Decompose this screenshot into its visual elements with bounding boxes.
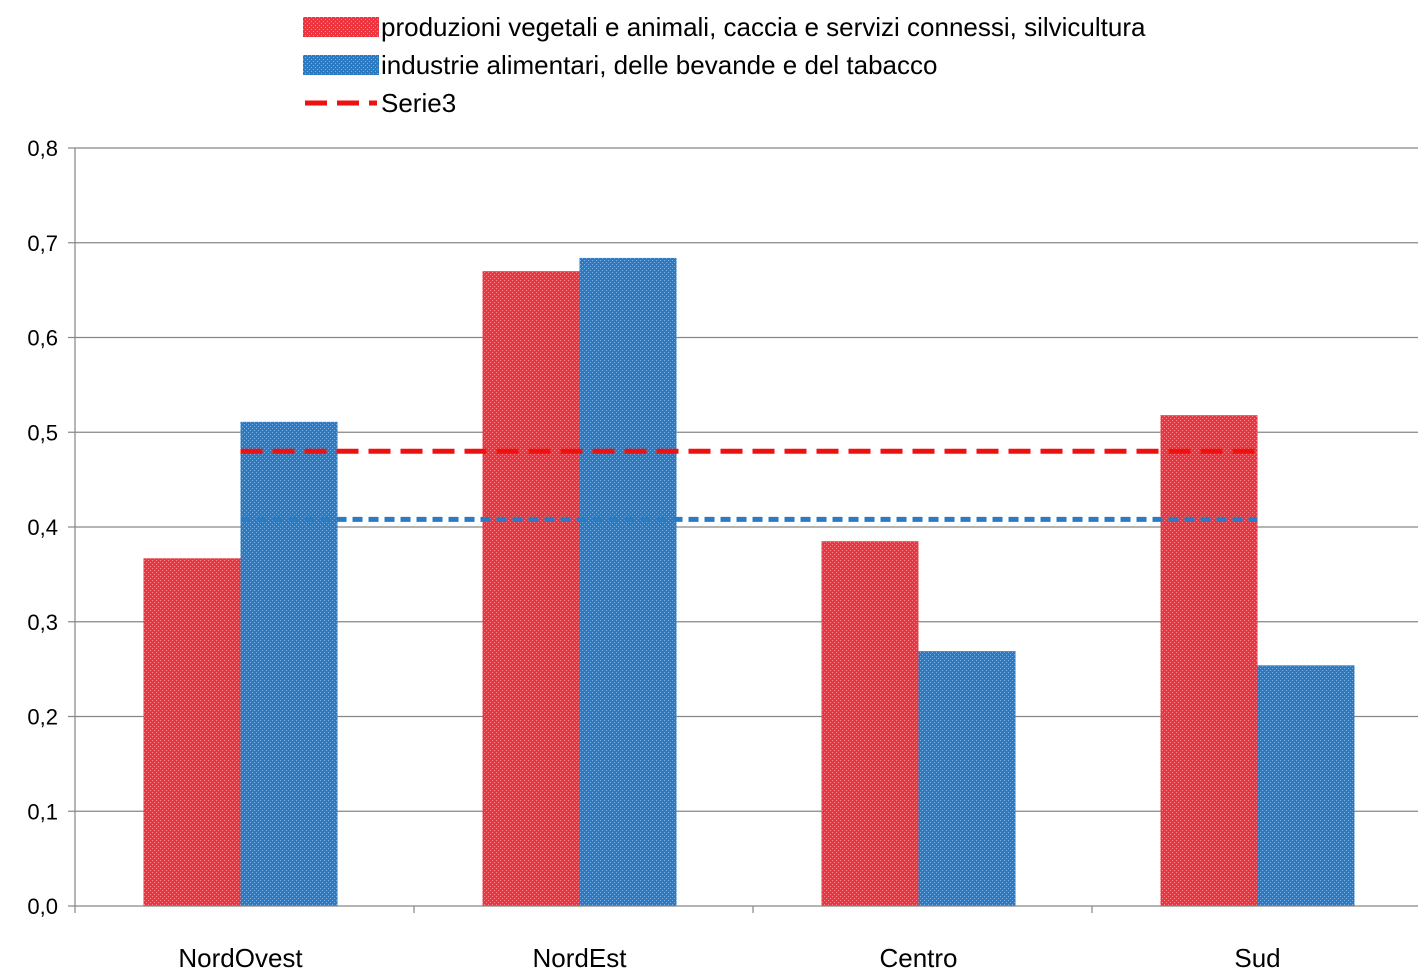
legend-swatch-series-2: [303, 55, 379, 75]
legend-item-series-2: industrie alimentari, delle bevande e de…: [303, 46, 1145, 84]
y-tick-label-5: 0,5: [27, 420, 58, 445]
x-tick-label-NordOvest: NordOvest: [178, 943, 303, 971]
legend-label-series-3: Serie3: [381, 87, 457, 118]
legend-item-series-3: Serie3: [303, 84, 1145, 122]
x-tick-label-NordEst: NordEst: [533, 943, 628, 971]
y-tick-label-7: 0,7: [27, 231, 58, 256]
bar-series2-Centro: [918, 651, 1016, 906]
y-tick-label-0: 0,0: [27, 894, 58, 919]
y-tick-label-4: 0,4: [27, 515, 58, 540]
y-tick-label-3: 0,3: [27, 610, 58, 635]
y-tick-label-8: 0,8: [27, 136, 58, 161]
x-tick-label-Sud: Sud: [1234, 943, 1280, 971]
legend-label-series-1: produzioni vegetali e animali, caccia e …: [381, 11, 1146, 42]
bar-series2-NordEst: [579, 257, 677, 906]
bar-series1-Sud: [1160, 415, 1258, 906]
legend: produzioni vegetali e animali, caccia e …: [303, 8, 1145, 122]
bar-series1-NordOvest: [143, 558, 241, 906]
legend-label-series-2: industrie alimentari, delle bevande e de…: [381, 49, 938, 80]
y-tick-label-2: 0,2: [27, 705, 58, 730]
y-tick-label-1: 0,1: [27, 799, 58, 824]
bar-series2-Sud: [1257, 665, 1355, 906]
bar-series1-Centro: [821, 541, 919, 906]
y-tick-label-6: 0,6: [27, 326, 58, 351]
bar-series1-NordEst: [482, 271, 580, 906]
legend-swatch-series-3: [305, 100, 377, 106]
bar-series2-NordOvest: [240, 421, 338, 906]
legend-swatch-series-1: [303, 17, 379, 37]
legend-item-series-1: produzioni vegetali e animali, caccia e …: [303, 8, 1145, 46]
x-tick-label-Centro: Centro: [879, 943, 957, 971]
